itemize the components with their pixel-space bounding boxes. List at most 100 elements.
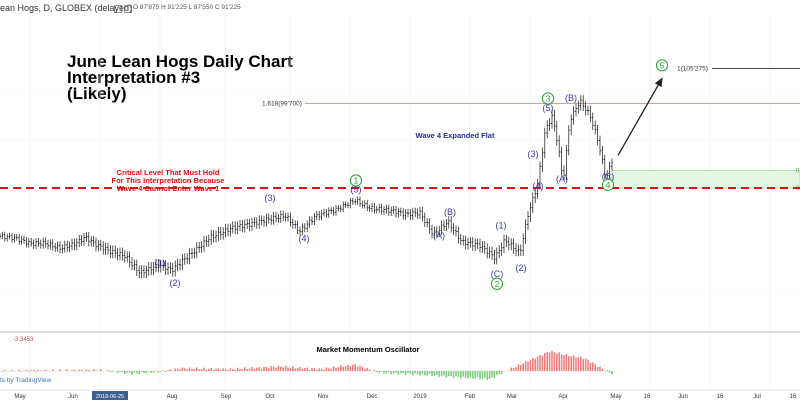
price-bar	[548, 118, 551, 131]
price-bar	[426, 218, 429, 228]
header-toggle-box[interactable]	[114, 5, 122, 13]
price-bar	[450, 216, 453, 233]
price-bar	[205, 235, 208, 247]
price-bar	[344, 201, 347, 208]
price-bar	[560, 146, 563, 176]
price-bar	[152, 261, 155, 276]
price-bar	[210, 229, 213, 245]
wave-label: (C)	[602, 172, 615, 182]
price-bar	[325, 208, 328, 218]
price-bar	[0, 233, 1, 240]
price-bar	[227, 223, 229, 237]
price-bar	[181, 254, 184, 271]
header-settings-box[interactable]	[124, 5, 132, 13]
price-bar	[587, 105, 589, 116]
price-bar	[296, 220, 299, 235]
price-bar	[217, 226, 220, 242]
price-bar	[37, 237, 40, 247]
wave-label-circled: 5	[655, 59, 669, 72]
price-bar	[531, 192, 534, 214]
price-bar	[517, 244, 520, 257]
price-bar	[375, 205, 378, 214]
wave-label: (1)	[496, 221, 507, 231]
price-bar	[270, 214, 273, 225]
price-bar	[18, 234, 21, 245]
price-bar	[97, 239, 100, 252]
green-target-zone	[611, 170, 800, 189]
oscillator-layer	[0, 350, 613, 380]
x-tick-label: Aug	[167, 394, 178, 400]
price-bar	[421, 206, 424, 222]
price-bar	[361, 200, 364, 209]
x-tick-label: Mar	[507, 394, 517, 400]
price-bar	[155, 259, 157, 273]
price-bar	[474, 238, 477, 252]
symbol-header: ean Hogs, D, GLOBEX (delayed)	[0, 3, 133, 13]
wave-label: (3)	[265, 193, 276, 203]
projection-arrow	[617, 77, 663, 156]
price-bar	[186, 253, 189, 265]
price-bar	[385, 204, 388, 214]
price-bar	[147, 262, 150, 276]
price-bar	[71, 238, 73, 251]
price-bar	[255, 217, 258, 229]
price-bar	[395, 205, 397, 218]
price-bar	[387, 204, 390, 216]
price-bar	[193, 247, 196, 259]
critical-note-line-2: For This Interpretation Because	[112, 176, 225, 185]
price-bar	[102, 241, 105, 255]
price-bar	[35, 238, 37, 249]
price-bar	[541, 147, 544, 172]
price-bar	[128, 251, 131, 268]
price-bar	[150, 262, 153, 276]
title-line-2: Interpretation #3	[67, 68, 201, 87]
price-bar	[121, 247, 124, 261]
price-bar	[567, 125, 570, 156]
wave-label: (2)	[516, 263, 527, 273]
wave-label: (2)	[170, 278, 181, 288]
price-bar	[83, 232, 85, 246]
price-bar	[308, 216, 311, 228]
title-line-3: (Likely)	[67, 84, 127, 103]
price-bar	[73, 238, 76, 251]
price-bar	[291, 218, 294, 229]
price-bar	[279, 210, 282, 223]
price-bar	[493, 249, 496, 265]
x-tick-label: Apr	[558, 394, 567, 400]
price-bar	[306, 220, 309, 233]
price-bar	[589, 105, 592, 123]
price-bar	[171, 262, 174, 277]
price-bar	[414, 207, 417, 218]
price-bar	[347, 202, 349, 209]
price-bar	[133, 259, 136, 271]
wave-label: (B)	[565, 93, 577, 103]
wave-label-text: 3	[546, 93, 551, 103]
price-bar	[56, 241, 59, 252]
price-bar	[397, 207, 400, 218]
wave-label-text: 2	[495, 279, 500, 289]
price-bar	[6, 233, 9, 242]
tradingview-attribution[interactable]: ts by TradingView	[0, 377, 51, 384]
price-bar	[315, 210, 318, 221]
price-bar	[419, 206, 421, 220]
price-bar	[320, 209, 323, 221]
x-tick-date-highlight	[92, 391, 128, 400]
price-bar	[471, 237, 474, 252]
price-bar	[251, 217, 253, 232]
price-bar	[78, 234, 81, 248]
price-bar	[140, 265, 143, 279]
price-bar	[289, 212, 292, 227]
price-bar	[500, 242, 503, 256]
price-bar	[558, 135, 561, 158]
price-bar	[277, 213, 280, 223]
price-bar	[416, 208, 419, 220]
price-bar	[239, 219, 241, 232]
price-bar	[179, 258, 181, 271]
price-bar	[447, 216, 450, 229]
price-bar	[445, 219, 448, 232]
price-bar	[301, 223, 304, 236]
price-bar	[92, 236, 95, 247]
price-bar	[169, 262, 172, 274]
price-bar	[498, 245, 501, 259]
